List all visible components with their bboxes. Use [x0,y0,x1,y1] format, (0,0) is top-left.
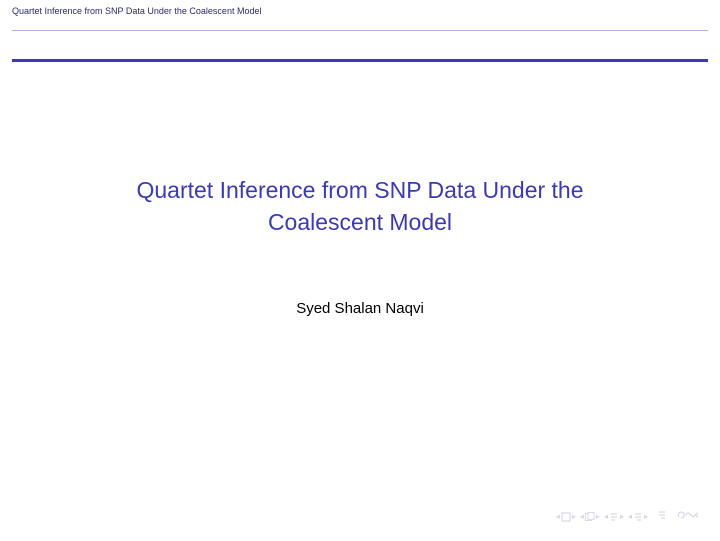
nav-section-fwd-group[interactable]: ◂ ▸ [628,512,648,522]
caret-right-icon: ▸ [644,512,648,521]
slide-indicator-icon[interactable] [658,510,668,523]
nav-slide-back-group[interactable]: ◂ ▸ [556,512,576,522]
nav-doc-group[interactable]: ◂ ▸ [580,512,600,522]
caret-left-icon: ◂ [580,512,584,521]
header-title: Quartet Inference from SNP Data Under th… [12,6,708,16]
caret-right-icon: ▸ [596,512,600,521]
slide-author: Syed Shalan Naqvi [40,300,680,317]
refresh-icon[interactable] [676,510,700,523]
caret-right-icon: ▸ [572,512,576,521]
title-line-1: Quartet Inference from SNP Data Under th… [136,177,583,203]
frame-icon [561,512,571,522]
caret-left-icon: ◂ [604,512,608,521]
section-back-icon [609,512,619,522]
caret-left-icon: ◂ [556,512,560,521]
caret-right-icon: ▸ [620,512,624,521]
header-rule-thin [12,30,708,31]
section-fwd-icon [633,512,643,522]
caret-left-icon: ◂ [628,512,632,521]
slide-header: Quartet Inference from SNP Data Under th… [0,0,720,66]
doc-icon [585,512,595,522]
header-rule-thick [12,59,708,62]
title-line-2: Coalescent Model [268,209,452,235]
beamer-nav-footer: ◂ ▸ ◂ ▸ ◂ ▸ ◂ [556,510,700,523]
nav-section-back-group[interactable]: ◂ ▸ [604,512,624,522]
slide-title: Quartet Inference from SNP Data Under th… [40,174,680,238]
slide-content: Quartet Inference from SNP Data Under th… [0,174,720,317]
